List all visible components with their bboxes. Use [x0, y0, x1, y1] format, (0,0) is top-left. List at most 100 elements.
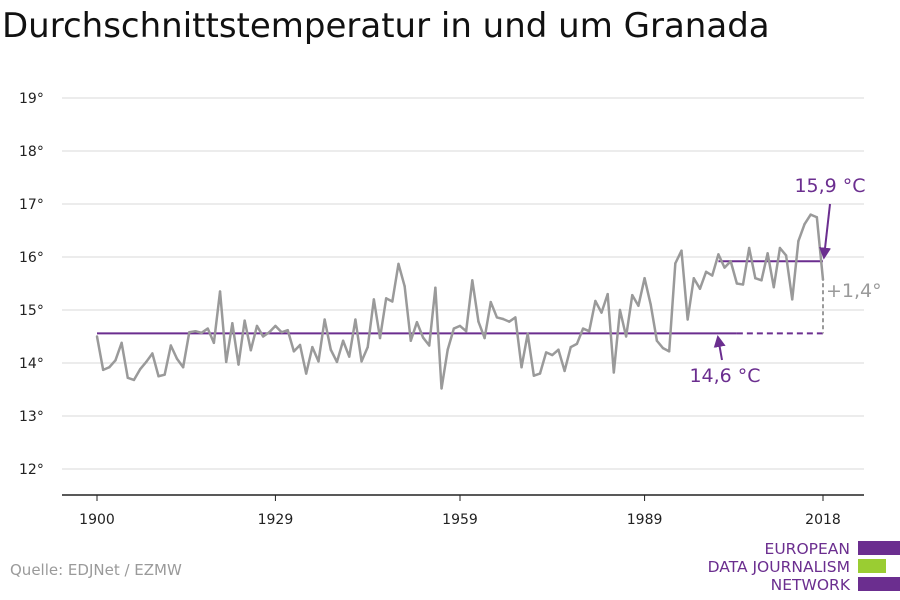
data-point — [686, 318, 689, 321]
data-point — [126, 376, 129, 380]
data-point — [138, 368, 142, 371]
data-point — [366, 345, 369, 349]
data-point — [815, 216, 819, 219]
data-point — [120, 341, 123, 345]
data-point — [95, 335, 99, 338]
x-tick-label: 1900 — [79, 512, 115, 528]
data-point — [661, 346, 665, 350]
data-point — [163, 373, 166, 376]
data-point — [544, 351, 548, 354]
data-point — [698, 287, 702, 290]
data-point — [680, 249, 683, 252]
data-point — [415, 320, 419, 324]
source-note: Quelle: EDJNet / EZMW — [10, 561, 182, 579]
data-point — [538, 372, 542, 375]
data-point — [458, 324, 462, 328]
data-point — [674, 262, 677, 265]
data-point — [200, 331, 203, 334]
x-tick-label: 1989 — [627, 512, 663, 528]
series-line — [95, 213, 825, 390]
data-point — [711, 274, 714, 277]
data-point — [581, 327, 585, 330]
data-point — [175, 357, 179, 360]
data-point — [643, 277, 646, 280]
logo-bar-top — [858, 541, 900, 555]
data-point — [606, 292, 609, 296]
data-point — [372, 298, 376, 301]
data-point — [754, 277, 757, 280]
data-point — [181, 366, 185, 369]
data-point — [723, 266, 726, 269]
data-point — [729, 260, 732, 263]
data-point — [317, 360, 320, 363]
edjnet-logo: EUROPEAN DATA JOURNALISM NETWORK — [700, 538, 900, 598]
data-point — [298, 343, 302, 347]
data-point — [311, 345, 314, 349]
data-point — [495, 316, 499, 319]
data-point — [274, 324, 277, 328]
data-point — [551, 353, 554, 357]
data-point — [483, 336, 486, 340]
reference-lines — [97, 260, 824, 335]
arrow-recent-average — [819, 203, 832, 260]
data-point — [637, 304, 640, 307]
data-point — [809, 213, 812, 216]
data-point — [501, 317, 505, 321]
data-point — [268, 331, 271, 334]
data-point — [594, 299, 597, 303]
data-point — [280, 331, 283, 334]
y-tick-label: 12° — [19, 462, 44, 478]
data-point — [286, 328, 289, 332]
data-point — [508, 320, 511, 323]
data-point — [397, 262, 400, 266]
data-point — [784, 254, 788, 257]
y-tick-label: 13° — [19, 409, 44, 425]
data-point — [329, 348, 332, 351]
data-point — [557, 348, 560, 351]
data-point — [243, 319, 246, 322]
annotations: 15,9 °C 14,6 °C +1,4° — [689, 175, 881, 387]
data-point — [532, 374, 536, 377]
logo-line-3: NETWORK — [770, 576, 850, 594]
data-point — [169, 344, 173, 347]
data-point — [563, 369, 566, 373]
data-point — [428, 344, 431, 347]
chart-title: Durchschnittstemperatur in und um Granad… — [2, 6, 770, 46]
data-point — [452, 327, 456, 330]
data-point — [249, 349, 253, 352]
data-point — [292, 350, 296, 353]
data-point — [360, 360, 363, 363]
y-tick-label: 16° — [19, 250, 44, 266]
data-point — [304, 372, 308, 375]
data-point — [717, 253, 720, 256]
annotation-difference: +1,4° — [826, 280, 882, 302]
data-point — [194, 330, 197, 333]
data-point — [212, 341, 216, 345]
gridlines — [62, 97, 864, 470]
data-point — [667, 350, 671, 353]
data-point — [631, 293, 634, 297]
data-point — [403, 284, 406, 288]
y-axis: 12° 13° 14° 15° 16° 17° 18° 19° — [19, 91, 44, 478]
y-tick-label: 18° — [19, 144, 44, 160]
data-point — [391, 300, 394, 303]
x-axis: 1900 1929 1959 1989 2018 — [62, 494, 864, 528]
data-point — [440, 387, 443, 390]
data-point — [446, 348, 449, 351]
data-point — [575, 342, 579, 346]
data-point — [618, 308, 622, 312]
arrow-baseline-average — [713, 334, 726, 361]
data-point — [655, 339, 659, 342]
data-point — [206, 327, 209, 330]
data-point — [348, 355, 351, 358]
logo-bar-middle — [858, 559, 886, 573]
data-point — [231, 322, 234, 325]
data-point — [526, 332, 529, 336]
y-tick-label: 19° — [19, 91, 44, 107]
data-point — [378, 336, 382, 340]
data-point — [114, 359, 117, 362]
data-point — [145, 360, 148, 364]
data-point — [108, 366, 111, 369]
data-point — [323, 318, 326, 321]
data-point — [514, 316, 517, 319]
